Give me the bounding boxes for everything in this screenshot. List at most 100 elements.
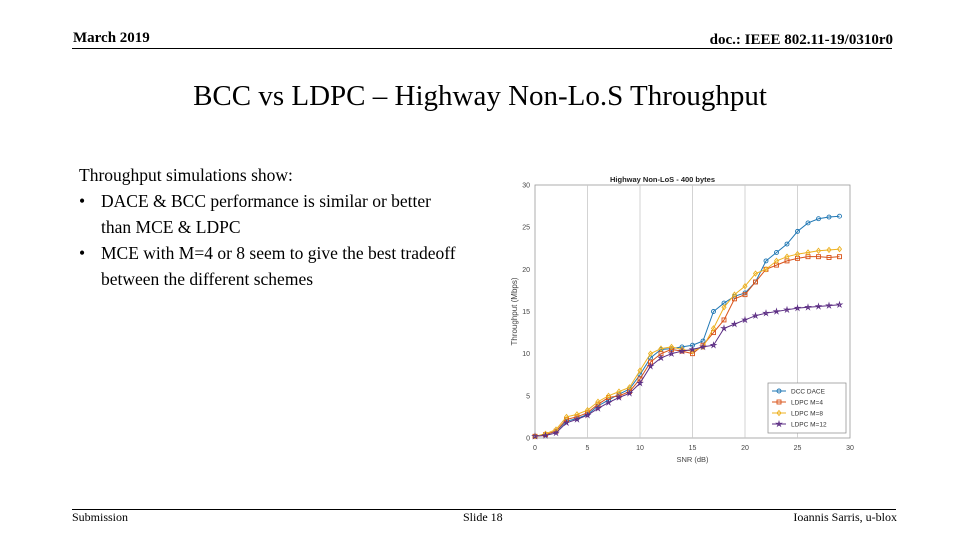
- header-divider: [72, 48, 892, 49]
- data-point: [595, 398, 601, 405]
- footer-submission: Submission: [72, 510, 129, 524]
- x-tick-label: 15: [689, 445, 697, 452]
- data-point: [773, 257, 780, 265]
- data-point: [742, 292, 748, 298]
- data-point: [762, 309, 770, 317]
- data-point: [837, 254, 842, 260]
- data-point: [753, 279, 758, 285]
- data-point: [646, 362, 655, 370]
- data-point: [836, 245, 843, 253]
- header-doc-id: doc.: IEEE 802.11-19/0310r0: [709, 32, 893, 48]
- data-point: [553, 426, 559, 433]
- y-tick-label: 10: [522, 351, 530, 358]
- data-point: [776, 409, 782, 417]
- data-point: [826, 214, 832, 220]
- data-point: [751, 311, 760, 320]
- bullet-icon: •: [79, 243, 86, 263]
- x-tick-label: 20: [741, 445, 749, 452]
- data-point: [772, 307, 781, 315]
- y-tick-label: 5: [526, 393, 530, 400]
- data-point: [730, 320, 739, 328]
- legend-label: DCC DACE: [791, 389, 826, 396]
- bullet-list: • DACE & BCC performance is similar or b…: [79, 188, 459, 292]
- throughput-chart: 0 5 10 15 20 25 30 0 5 10 15 20 25 30 Highway Non-LoS …: [510, 175, 854, 464]
- bullet-text: MCE with M=4 or 8 seem to give the best …: [101, 243, 456, 289]
- bullet-icon: •: [79, 191, 86, 211]
- data-point: [720, 324, 728, 332]
- data-point: [783, 305, 791, 314]
- data-point: [573, 415, 581, 423]
- data-point: [826, 246, 832, 254]
- data-point: [699, 342, 707, 351]
- header-date: March 2019: [73, 30, 150, 46]
- data-point: [583, 411, 592, 419]
- data-point: [731, 291, 738, 298]
- data-point: [784, 253, 790, 260]
- footer-slide-number: Slide 18: [463, 510, 503, 524]
- data-point: [795, 228, 800, 234]
- data-point: [710, 325, 717, 332]
- data-point: [625, 389, 634, 397]
- data-point: [825, 301, 833, 309]
- x-axis-label: SNR (dB): [676, 455, 709, 464]
- data-point: [763, 266, 769, 273]
- series-ldpc-m-12: [531, 300, 844, 440]
- data-point: [636, 379, 644, 387]
- legend-label: LDPC M=4: [791, 400, 823, 407]
- footer-author: Ioannis Sarris, u-blox: [793, 510, 897, 524]
- data-point: [615, 393, 623, 401]
- x-tick-label: 25: [794, 445, 802, 452]
- legend-label: LDPC M=8: [791, 411, 823, 418]
- data-point: [531, 432, 539, 440]
- data-point: [678, 347, 686, 355]
- legend-label: LDPC M=12: [791, 422, 827, 429]
- x-tick-label: 10: [636, 445, 644, 452]
- data-point: [752, 270, 759, 277]
- data-point: [690, 351, 695, 357]
- data-point: [668, 343, 675, 351]
- data-point: [742, 282, 748, 290]
- data-point: [709, 341, 718, 349]
- data-point: [816, 254, 821, 260]
- slide-title: BCC vs LDPC – Highway Non-Lo.S Throughpu…: [193, 80, 767, 112]
- data-point: [657, 353, 665, 362]
- y-tick-label: 20: [522, 267, 530, 274]
- data-point: [741, 315, 749, 324]
- data-point: [763, 258, 769, 264]
- x-tick-label: 30: [846, 445, 854, 452]
- data-point: [776, 399, 782, 405]
- data-point: [594, 404, 602, 412]
- data-point: [784, 241, 790, 247]
- chart-title: Highway Non-LoS - 400 bytes: [610, 175, 715, 184]
- data-point: [647, 350, 654, 357]
- x-tick-label: 0: [533, 445, 537, 452]
- data-point: [775, 419, 783, 428]
- y-tick-label: 15: [522, 309, 530, 316]
- data-point: [562, 418, 571, 427]
- data-point: [805, 220, 811, 226]
- data-point: [793, 304, 802, 312]
- data-point: [688, 345, 697, 353]
- bullet-text: DACE & BCC performance is similar or bet…: [101, 191, 431, 237]
- data-point: [604, 398, 613, 406]
- data-point: [837, 213, 842, 219]
- bullet-item: • DACE & BCC performance is similar or b…: [79, 188, 459, 240]
- data-point: [805, 249, 811, 256]
- data-point: [814, 302, 823, 310]
- data-point: [804, 303, 812, 311]
- bullet-item: • MCE with M=4 or 8 seem to give the bes…: [79, 240, 459, 292]
- chart-legend: DCC DACE LDPC M=4 LDPC M=8 LDPC M=12: [767, 382, 847, 434]
- data-point: [815, 247, 822, 255]
- data-point: [774, 250, 779, 255]
- data-point: [711, 309, 716, 314]
- data-point: [541, 431, 550, 439]
- data-point: [835, 300, 844, 309]
- data-point: [605, 392, 612, 400]
- footer-divider: [72, 509, 896, 510]
- intro-text: Throughput simulations show:: [79, 165, 293, 185]
- data-point: [816, 216, 821, 222]
- y-axis-label: Throughput (Mbps): [510, 277, 519, 345]
- data-point: [667, 349, 676, 357]
- data-point: [721, 304, 727, 311]
- data-point: [637, 367, 643, 374]
